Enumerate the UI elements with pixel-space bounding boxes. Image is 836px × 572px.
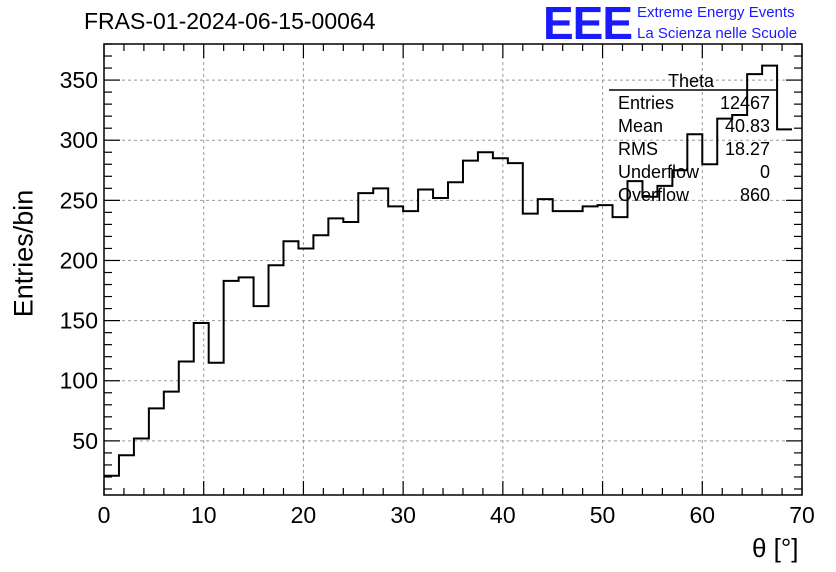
y-tick-label: 350 [60,67,98,93]
y-tick-label: 250 [60,187,98,213]
stat-mean-label: Mean [618,116,664,136]
x-tick-label: 0 [98,502,111,528]
stat-overflow-value: 860 [739,185,770,205]
grid-lines [104,44,802,495]
x-tick-label: 20 [291,502,317,528]
logo-line-1: Extreme Energy Events [637,4,795,21]
x-tick-label: 40 [490,502,516,528]
stat-overflow-label: Overflow [618,185,690,205]
stat-rms-label: RMS [618,139,658,159]
y-tick-label: 200 [60,247,98,273]
axis-ticks [103,43,803,495]
stat-mean-value: 40.83 [724,116,770,136]
eee-logo: EEE [543,0,633,49]
y-tick-label: 300 [60,127,98,153]
stat-underflow-label: Underflow [618,162,700,182]
stat-rms-value: 18.27 [724,139,770,159]
y-axis-label: Entries/bin [8,189,39,318]
chart-title: FRAS-01-2024-06-15-00064 [84,8,376,34]
plot-frame [103,43,803,496]
x-tick-label: 50 [590,502,616,528]
stat-entries-value: 12467 [719,93,770,113]
x-tick-label: 10 [191,502,217,528]
x-tick-label: 30 [390,502,416,528]
y-tick-label: 100 [60,368,98,394]
logo-line-2: La Scienza nelle Scuole [637,25,798,42]
axis-tick-labels: 0 10 20 30 40 50 60 70 50 100 150 200 250 300 350 [60,67,815,528]
stat-entries-label: Entries [618,93,675,113]
x-axis-label: θ [°] [752,533,799,563]
y-axis-label-wrap: Entries/bin [8,182,38,322]
y-tick-label: 150 [60,308,98,334]
x-tick-label: 60 [689,502,715,528]
y-tick-label: 50 [72,428,98,454]
histogram-series [104,64,793,477]
stat-underflow-value: 0 [759,162,770,182]
x-tick-label: 70 [789,502,815,528]
stats-box-title: Theta [668,71,715,91]
